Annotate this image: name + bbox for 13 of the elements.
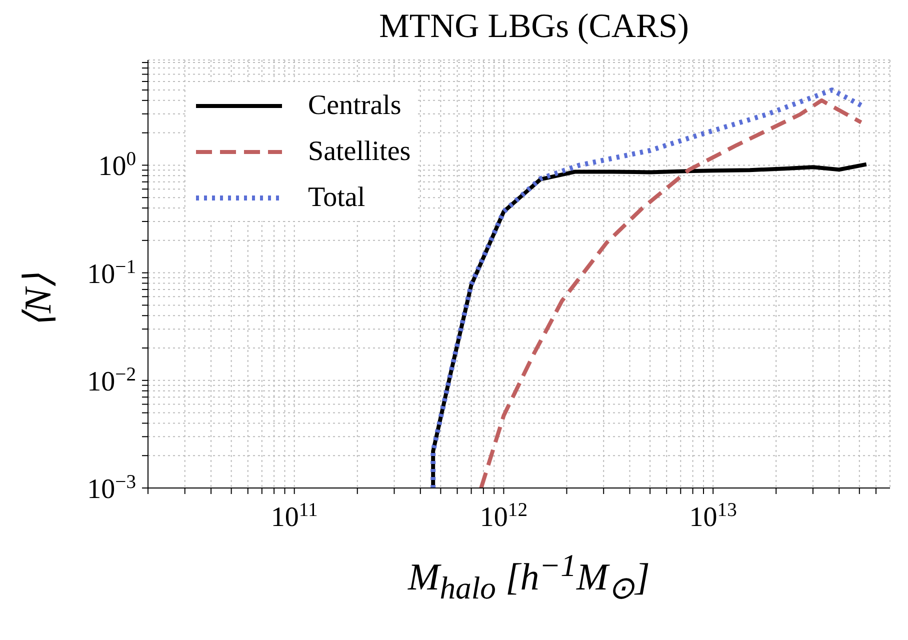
x-tick-label: 10$^{11}$ xyxy=(270,500,318,533)
x-tick-label: 10$^{12}$ xyxy=(480,500,528,533)
chart-title: MTNG LBGs (CARS) xyxy=(378,8,690,46)
y-tick-label: 10$^{−2}$ xyxy=(87,364,136,398)
x-tick-label: 10$^{13}$ xyxy=(689,500,738,533)
x-axis-title: M$_{halo}$ [h$^{−1}$M$_{⊙}$] xyxy=(406,548,651,606)
y-axis-title: ⟨N⟩ xyxy=(16,272,60,330)
y-tick-label: 10$^{−3}$ xyxy=(87,472,136,505)
legend-label: Centrals xyxy=(308,89,402,123)
legend-label: Satellites xyxy=(308,135,411,169)
y-tick-label: 10$^{0}$ xyxy=(98,148,136,182)
y-tick-label: 10$^{−1}$ xyxy=(87,256,136,290)
legend-label: Total xyxy=(308,181,366,215)
